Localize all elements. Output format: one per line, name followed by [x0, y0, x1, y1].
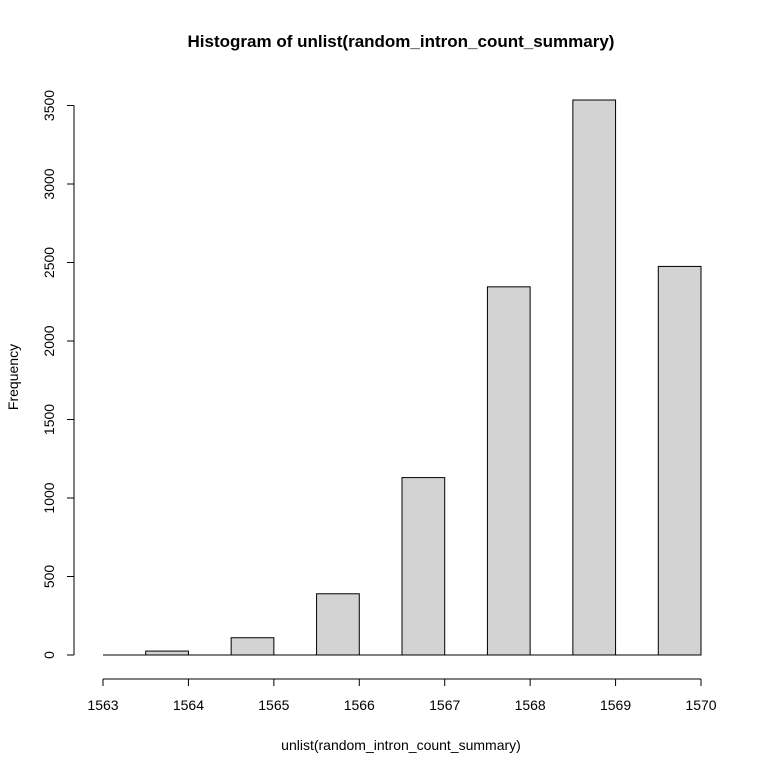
x-tick-label: 1565 — [258, 697, 289, 713]
histogram-bar — [572, 99, 617, 656]
x-tick-label: 1568 — [515, 697, 546, 713]
y-axis: 0 500 1000 1500 2000 2500 3000 3500 — [41, 90, 75, 659]
y-tick-label: 3000 — [41, 168, 57, 199]
histogram-bar — [401, 477, 446, 656]
histogram-bar — [145, 650, 189, 656]
y-tick-label: 2000 — [41, 325, 57, 356]
x-tick-label: 1566 — [344, 697, 375, 713]
y-tick-label: 2500 — [41, 247, 57, 278]
x-axis-label: unlist(random_intron_count_summary) — [281, 737, 521, 753]
x-axis: 1563 1564 1565 1566 1567 1568 1569 1570 — [87, 678, 717, 713]
histogram-bar — [316, 593, 360, 656]
x-tick-label: 1567 — [429, 697, 460, 713]
histogram-bar — [486, 286, 531, 656]
x-tick-label: 1569 — [600, 697, 631, 713]
y-tick-label: 0 — [41, 651, 57, 659]
y-tick-label: 1500 — [41, 404, 57, 435]
histogram-bar — [230, 637, 275, 656]
y-axis-label: Frequency — [5, 344, 21, 410]
bars-group — [103, 99, 702, 656]
chart-title: Histogram of unlist(random_intron_count_… — [188, 32, 615, 51]
y-tick-label: 1000 — [41, 482, 57, 513]
x-tick-label: 1564 — [173, 697, 204, 713]
histogram-bar — [657, 265, 702, 656]
y-tick-label: 3500 — [41, 90, 57, 121]
x-tick-label: 1570 — [685, 697, 716, 713]
y-tick-label: 500 — [41, 565, 57, 589]
x-tick-label: 1563 — [87, 697, 118, 713]
